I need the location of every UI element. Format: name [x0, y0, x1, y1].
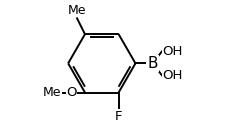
Text: F: F — [114, 110, 122, 123]
Text: Me: Me — [43, 86, 61, 99]
Text: OH: OH — [162, 45, 182, 58]
Text: B: B — [147, 56, 157, 71]
Text: Me: Me — [68, 4, 86, 17]
Text: O: O — [66, 86, 77, 99]
Text: OH: OH — [162, 69, 182, 82]
